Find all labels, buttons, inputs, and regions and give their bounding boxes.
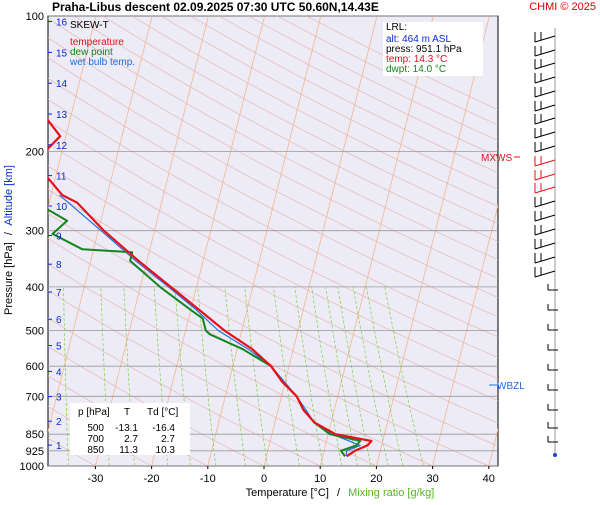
altitude-tick-label: 15 <box>56 48 68 59</box>
table-cell: 11.3 <box>119 445 138 456</box>
wind-barb <box>535 156 555 166</box>
info-dewpoint: dwpt: 14.0 °C <box>386 64 446 75</box>
pressure-tick-label: 400 <box>26 282 44 294</box>
table-cell: 2.7 <box>124 434 138 445</box>
wind-barb <box>535 211 555 221</box>
y-axis-title: Pressure [hPa] / Altitude [km] <box>3 165 15 315</box>
table-cell: 10.3 <box>156 445 176 456</box>
pressure-tick-label: 1000 <box>20 461 44 473</box>
y-axis-label-pressure: Pressure [hPa] <box>3 242 15 315</box>
altitude-tick-label: 11 <box>56 172 67 183</box>
lowest-level-info: LRL: alt: 464 m ASL press: 951.1 hPa tem… <box>383 22 483 76</box>
info-heading: LRL: <box>386 22 407 33</box>
copyright-notice: CHMI © 2025 <box>529 1 596 13</box>
temperature-tick-label: 0 <box>261 473 267 485</box>
wind-barb <box>535 32 555 42</box>
pressure-tick-label: 500 <box>26 326 44 338</box>
temperature-tick-label: 30 <box>426 473 438 485</box>
temperature-tick-label: 10 <box>314 473 326 485</box>
temperature-tick-label: 20 <box>370 473 382 485</box>
wind-barb <box>548 324 558 330</box>
wind-barb <box>535 59 555 69</box>
y-axis-separator: / <box>3 231 15 235</box>
altitude-tick-label: 5 <box>56 342 62 353</box>
altitude-tick-label: 7 <box>56 288 62 299</box>
isotherm <box>489 16 600 466</box>
altitude-tick-label: 1 <box>56 441 62 452</box>
pressure-tick-label: 200 <box>26 147 44 159</box>
table-header-dewpoint: Td [°C] <box>147 407 178 418</box>
table-cell: 850 <box>87 445 104 456</box>
temperature-tick-label: -10 <box>200 473 216 485</box>
altitude-tick-label: 16 <box>56 18 68 29</box>
table-cell: -16.4 <box>152 423 175 434</box>
wind-ground-dot <box>553 453 557 457</box>
wind-barb <box>548 364 558 370</box>
mxws-marker: MXWS <box>481 153 520 164</box>
wind-barb <box>535 253 555 263</box>
table-cell: 700 <box>87 434 104 445</box>
wind-barb <box>535 128 555 138</box>
chart-title: Praha-Libus descent 02.09.2025 07:30 UTC… <box>52 0 379 14</box>
altitude-tick-label: 3 <box>56 393 62 404</box>
pressure-tick-label: 925 <box>26 446 44 458</box>
wind-barb <box>548 404 558 410</box>
altitude-tick-label: 6 <box>56 315 62 326</box>
wind-barb <box>548 436 558 442</box>
y-axis-label-altitude: Altitude [km] <box>3 165 15 226</box>
wind-barb <box>535 87 555 97</box>
temperature-tick-labels: -30 -20 -10 0 10 20 30 40 <box>87 466 494 485</box>
temperature-tick-label: -30 <box>87 473 103 485</box>
pressure-tick-label: 700 <box>26 391 44 403</box>
wind-barb <box>535 142 555 152</box>
wind-barb <box>535 101 555 111</box>
pressure-tick-label: 600 <box>26 361 44 373</box>
wind-barb <box>535 183 555 193</box>
wind-barb <box>548 422 558 428</box>
altitude-tick-label: 14 <box>56 79 68 90</box>
temperature-tick-label: -20 <box>144 473 160 485</box>
legend-wet-bulb: wet bulb temp. <box>69 57 135 68</box>
temperature-tick-label: 40 <box>483 473 495 485</box>
wind-barb <box>548 284 558 290</box>
altitude-tick-label: 13 <box>56 110 68 121</box>
wind-barb <box>535 225 555 235</box>
isotherm <box>545 16 600 466</box>
wind-barb <box>548 384 558 390</box>
x-axis-title: Temperature [°C] / Mixing ratio [g/kg] <box>246 487 435 499</box>
wind-barb <box>535 239 555 249</box>
table-cell: 500 <box>87 423 104 434</box>
summary-table: p [hPa] T Td [°C] 500 -13.1 -16.4 700 2.… <box>70 403 190 456</box>
legend-chart-name: SKEW-T <box>70 20 109 31</box>
wind-barb <box>548 344 558 350</box>
altitude-tick-label: 4 <box>56 367 62 378</box>
mxws-label: MXWS <box>481 153 512 164</box>
pressure-tick-label: 300 <box>26 226 44 238</box>
wind-profile <box>535 28 558 457</box>
pressure-tick-labels: 100 200 300 400 500 600 700 850 925 1000 <box>20 11 44 473</box>
table-header-pressure: p [hPa] <box>78 407 110 418</box>
wind-barb <box>548 304 558 310</box>
altitude-tick-label: 12 <box>56 141 68 152</box>
wind-barb <box>535 267 555 277</box>
altitude-tick-label: 2 <box>56 417 62 428</box>
pressure-tick-label: 850 <box>26 429 44 441</box>
x-axis-label-mixing: Mixing ratio [g/kg] <box>348 487 434 499</box>
wind-barb <box>535 197 555 207</box>
table-cell: 2.7 <box>161 434 175 445</box>
wind-barb <box>535 73 555 83</box>
altitude-tick-label: 10 <box>56 202 68 213</box>
altitude-tick-label: 9 <box>56 232 62 243</box>
x-axis-label-temperature: Temperature [°C] <box>246 487 329 499</box>
altitude-tick-label: 8 <box>56 260 62 271</box>
wind-barb <box>535 114 555 124</box>
x-axis-separator: / <box>337 487 341 499</box>
wind-barb <box>535 170 555 180</box>
wind-barb <box>535 46 555 56</box>
table-cell: -13.1 <box>115 423 138 434</box>
table-header-temp: T <box>124 407 130 418</box>
pressure-tick-label: 100 <box>26 11 44 23</box>
wbzl-label: WBZL <box>497 381 525 392</box>
